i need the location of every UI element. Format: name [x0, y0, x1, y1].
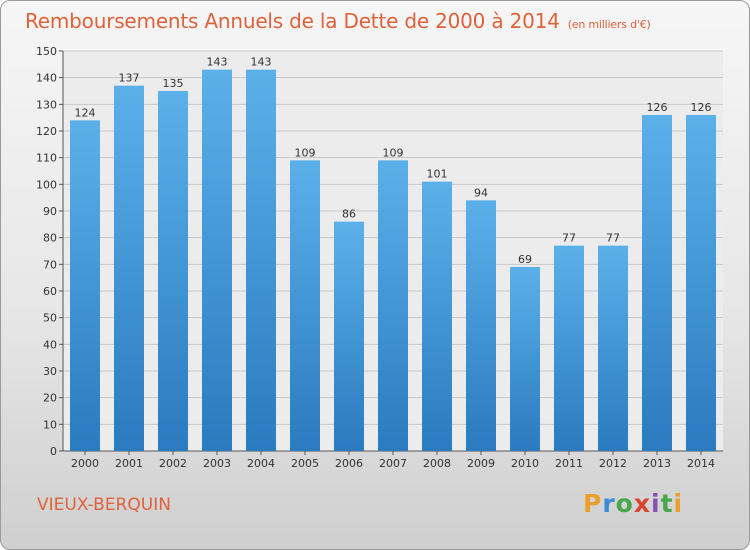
bar: [554, 245, 584, 451]
x-tick-label: 2000: [71, 457, 99, 470]
chart-title-text: Remboursements Annuels de la Dette de 20…: [25, 9, 560, 33]
x-tick-label: 2005: [291, 457, 319, 470]
x-tick-label: 2001: [115, 457, 143, 470]
x-tick-label: 2014: [687, 457, 715, 470]
bar: [202, 69, 232, 452]
bar: [510, 267, 540, 451]
proxiti-logo: Proxiti: [583, 489, 683, 518]
x-tick-label: 2009: [467, 457, 495, 470]
logo-letter: o: [615, 489, 634, 518]
y-tick-label: 10: [43, 418, 57, 431]
y-tick-label: 110: [36, 152, 57, 165]
data-label: 86: [342, 208, 356, 221]
bar: [642, 115, 672, 451]
y-tick-label: 40: [43, 338, 57, 351]
y-tick-label: 100: [36, 178, 57, 191]
logo-letter: x: [633, 489, 651, 518]
y-tick-label: 50: [43, 312, 57, 325]
bar: [422, 181, 452, 451]
data-label: 124: [75, 106, 96, 119]
y-tick-label: 20: [43, 392, 57, 405]
x-tick-label: 2002: [159, 457, 187, 470]
data-label: 77: [562, 232, 576, 245]
y-tick-label: 140: [36, 72, 57, 85]
logo-letter: r: [602, 489, 616, 518]
bar: [378, 160, 408, 452]
bar: [70, 120, 100, 451]
bar: [114, 85, 144, 452]
y-tick-label: 30: [43, 365, 57, 378]
x-tick-label: 2006: [335, 457, 363, 470]
chart-subtitle: (en milliers d'€): [567, 18, 651, 31]
data-label: 77: [606, 232, 620, 245]
x-tick-label: 2008: [423, 457, 451, 470]
x-tick-label: 2013: [643, 457, 671, 470]
data-label: 137: [119, 72, 140, 85]
y-tick-label: 0: [50, 445, 57, 458]
bar: [158, 91, 188, 451]
y-tick-label: 120: [36, 125, 57, 138]
data-label: 101: [427, 168, 448, 181]
data-label: 126: [691, 101, 712, 114]
bar: [686, 115, 716, 451]
data-label: 143: [207, 56, 228, 69]
y-tick-label: 130: [36, 98, 57, 111]
y-tick-label: 70: [43, 258, 57, 271]
y-tick-label: 150: [36, 45, 57, 58]
data-label: 109: [295, 146, 316, 159]
logo-letter: t: [660, 489, 674, 518]
data-label: 143: [251, 56, 272, 69]
y-tick-label: 90: [43, 205, 57, 218]
bar: [598, 245, 628, 451]
logo-letter: P: [583, 489, 603, 518]
y-tick-label: 60: [43, 285, 57, 298]
y-tick-label: 80: [43, 232, 57, 245]
x-tick-label: 2004: [247, 457, 275, 470]
bar: [334, 221, 364, 451]
x-tick-label: 2010: [511, 457, 539, 470]
x-tick-label: 2007: [379, 457, 407, 470]
logo-letter: i: [673, 489, 684, 518]
commune-name: VIEUX-BERQUIN: [37, 495, 171, 515]
logo-letter: i: [651, 489, 661, 518]
x-tick-label: 2012: [599, 457, 627, 470]
bar: [466, 200, 496, 451]
bar: [290, 160, 320, 452]
data-label: 109: [383, 146, 404, 159]
data-label: 69: [518, 253, 532, 266]
chart-title: Remboursements Annuels de la Dette de 20…: [25, 9, 651, 33]
x-tick-label: 2011: [555, 457, 583, 470]
data-label: 135: [163, 77, 184, 90]
bar: [246, 69, 276, 452]
data-label: 94: [474, 186, 488, 199]
data-label: 126: [647, 101, 668, 114]
x-tick-label: 2003: [203, 457, 231, 470]
